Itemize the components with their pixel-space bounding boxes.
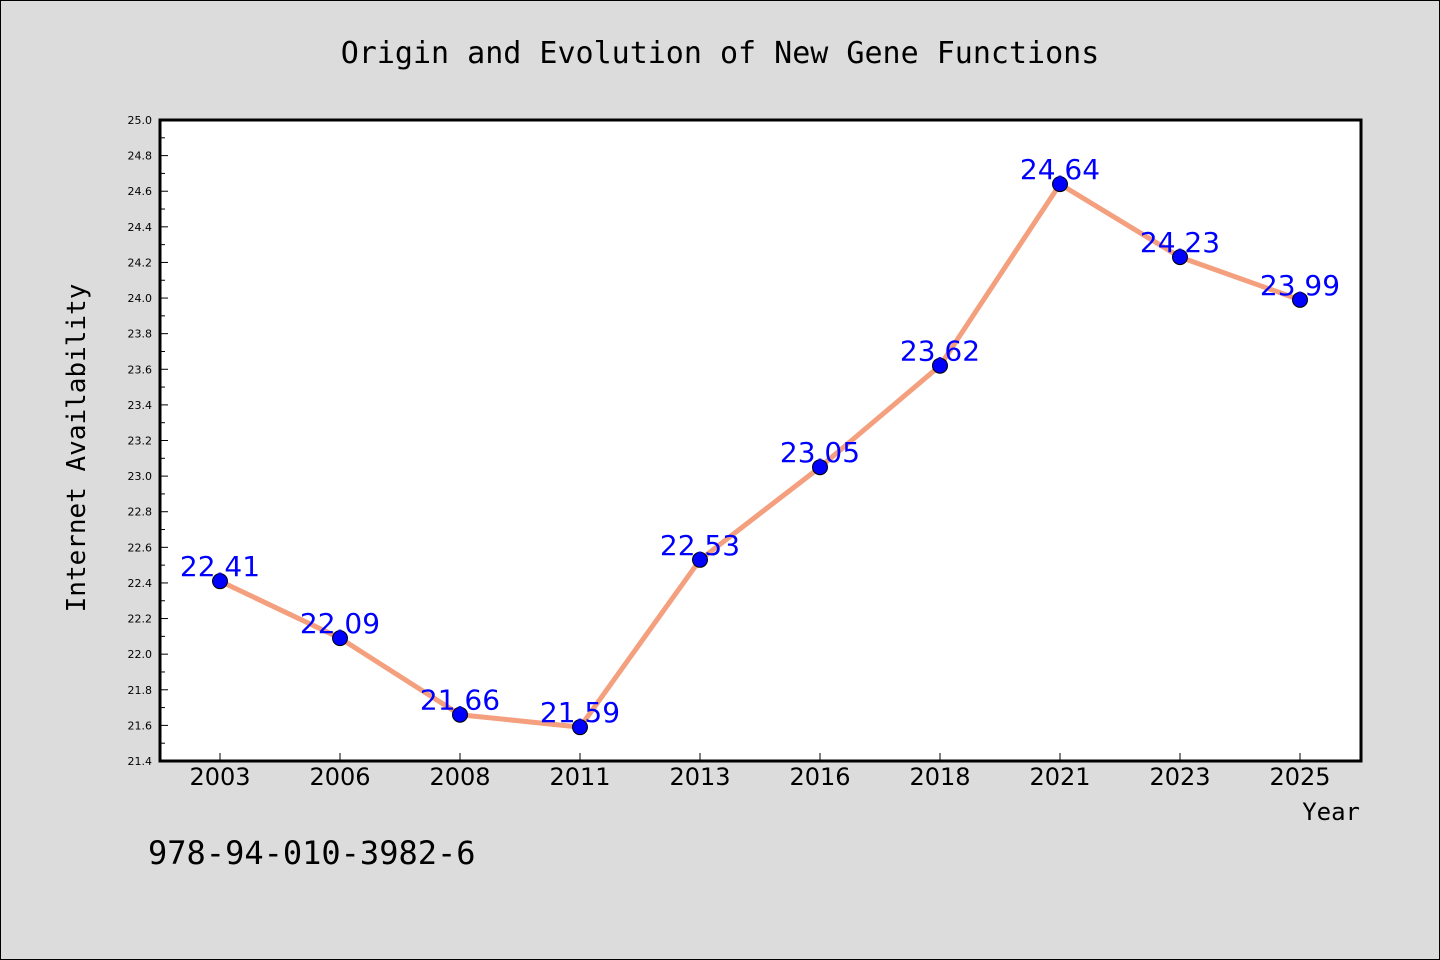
y-tick-label: 22.4 xyxy=(128,577,153,590)
data-point-marker xyxy=(1292,291,1308,308)
data-label: 23.05 xyxy=(780,436,860,469)
data-label: 23.99 xyxy=(1260,269,1340,302)
y-tick-label: 22.8 xyxy=(128,506,153,519)
data-point-marker xyxy=(572,719,588,736)
y-tick-label: 23.6 xyxy=(128,363,153,376)
y-tick-label: 24.4 xyxy=(128,221,153,234)
y-tick-label: 21.4 xyxy=(128,755,153,768)
data-point-marker xyxy=(1172,249,1188,266)
data-point-marker xyxy=(692,551,708,568)
x-tick-label: 2008 xyxy=(429,763,490,791)
data-labels: 22.41 22.09 21.66 21.59 22.53 23.05 23.62 24.64… xyxy=(180,153,1340,729)
y-axis-label: Internet Availability xyxy=(62,284,92,613)
series-markers xyxy=(212,176,1308,736)
x-tick-label: 2021 xyxy=(1029,763,1090,791)
data-label: 21.59 xyxy=(540,696,620,729)
data-point-marker xyxy=(932,357,948,374)
y-tick-label: 22.6 xyxy=(128,541,153,554)
data-label: 24.64 xyxy=(1020,153,1100,186)
y-tick-label: 21.8 xyxy=(128,684,153,697)
data-point-marker xyxy=(452,706,468,723)
chart-title: Origin and Evolution of New Gene Functio… xyxy=(341,36,1100,71)
data-label: 23.62 xyxy=(900,335,980,368)
y-tick-label: 22.2 xyxy=(128,613,153,626)
y-tick-label: 23.8 xyxy=(128,328,153,341)
series-line xyxy=(217,181,1303,730)
data-label: 24.23 xyxy=(1140,226,1220,259)
data-label: 21.66 xyxy=(420,684,500,717)
y-tick-label: 24.0 xyxy=(128,292,153,305)
plot-area xyxy=(158,118,1363,763)
data-label: 22.09 xyxy=(300,607,380,640)
x-tick-label: 2003 xyxy=(189,763,250,791)
y-tick-label: 22.0 xyxy=(128,648,153,661)
x-tick-label: 2023 xyxy=(1149,763,1210,791)
data-point-marker xyxy=(812,459,828,476)
x-axis-label: Year xyxy=(1302,798,1360,826)
data-point-marker xyxy=(212,573,228,590)
data-label: 22.53 xyxy=(660,529,740,562)
x-tick-label: 2006 xyxy=(309,763,370,791)
x-tick-label: 2013 xyxy=(669,763,730,791)
y-tick-label: 21.6 xyxy=(128,719,153,732)
x-axis: 2003 2006 2008 2011 2013 2016 2018 2021 2023 2025 xyxy=(189,753,1331,791)
y-tick-label: 23.2 xyxy=(128,435,153,448)
x-tick-label: 2011 xyxy=(549,763,610,791)
data-label: 22.41 xyxy=(180,550,260,583)
x-tick-label: 2016 xyxy=(789,763,850,791)
data-point-marker xyxy=(1052,176,1068,193)
y-tick-label: 23.0 xyxy=(128,470,153,483)
y-tick-label: 23.4 xyxy=(128,399,153,412)
x-tick-label: 2025 xyxy=(1269,763,1330,791)
y-tick-label: 25.0 xyxy=(128,114,153,127)
x-tick-label: 2018 xyxy=(909,763,970,791)
data-point-marker xyxy=(332,630,348,647)
y-tick-label: 24.2 xyxy=(128,256,153,269)
y-axis: 21.4 21.6 21.8 22.0 22.2 22.4 22.6 22.8 23.0 23.2… xyxy=(128,114,168,768)
y-tick-label: 24.8 xyxy=(128,150,153,163)
isbn-text: 978-94-010-3982-6 xyxy=(148,834,476,872)
y-tick-label: 24.6 xyxy=(128,185,153,198)
